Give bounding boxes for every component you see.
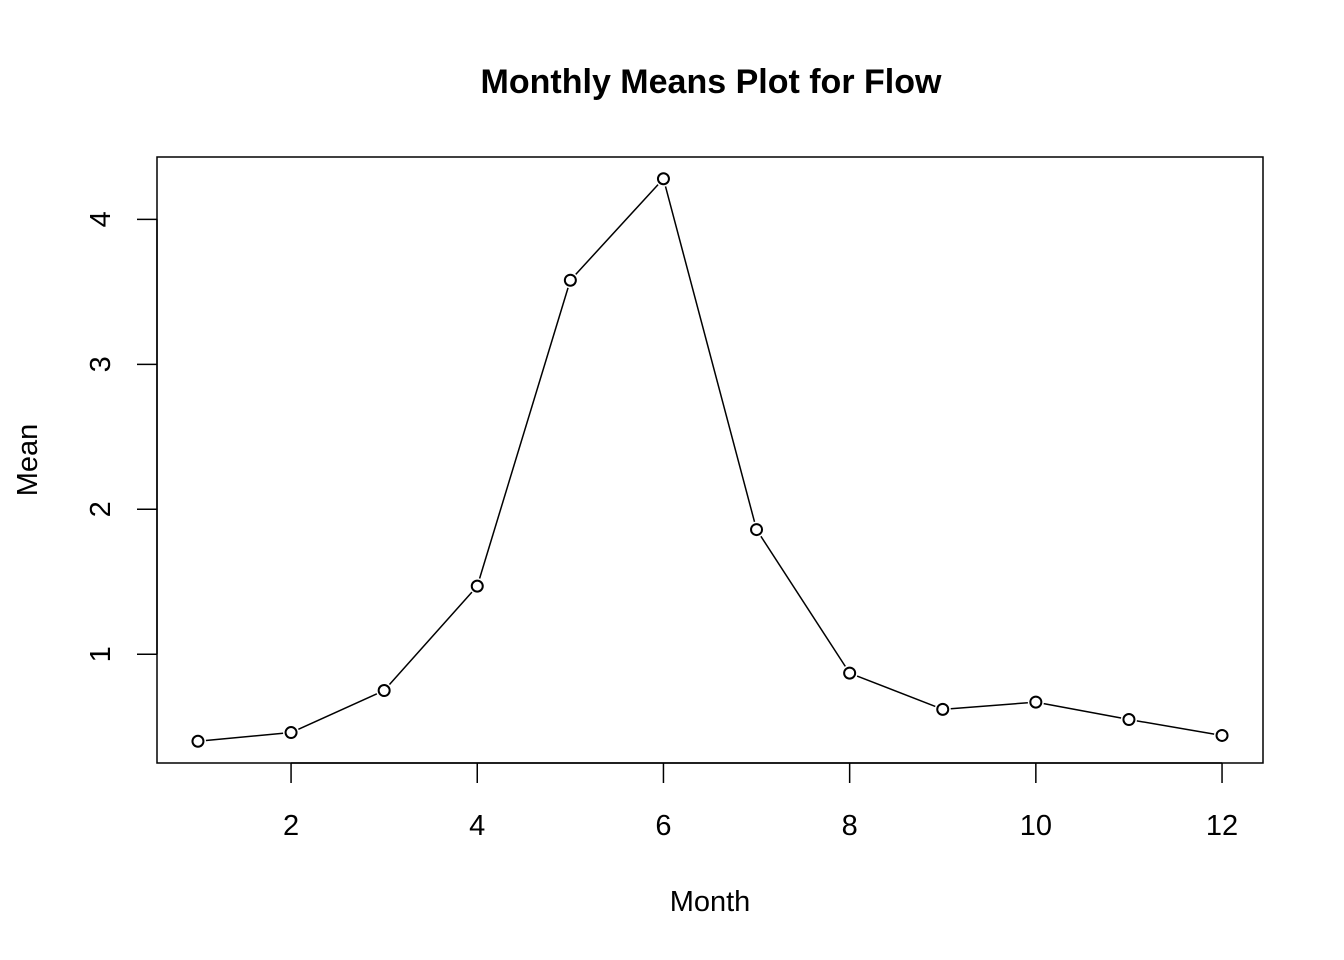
x-axis: 2 4 6 8 10 12 — [283, 762, 1238, 842]
series-line-segment — [298, 693, 378, 730]
data-point — [1029, 695, 1043, 709]
y-axis-label: Mean — [12, 424, 44, 497]
series-line-segment — [1043, 702, 1122, 719]
series-line-segment — [478, 287, 569, 579]
y-tick-label: 4 — [85, 211, 117, 227]
x-tick-label: 10 — [1020, 810, 1052, 842]
x-tick-label: 6 — [655, 810, 671, 842]
x-tick-label: 2 — [283, 810, 299, 842]
series-line-segment — [388, 591, 473, 686]
chart-title: Monthly Means Plot for Flow — [481, 63, 942, 101]
data-point — [284, 726, 298, 740]
data-point — [470, 579, 484, 593]
series-layer — [191, 172, 1229, 748]
y-axis: 1 2 3 4 — [85, 211, 158, 662]
y-tick-label: 1 — [85, 646, 117, 662]
x-axis-label: Month — [670, 886, 751, 918]
data-point — [563, 273, 577, 287]
y-tick-label: 3 — [85, 356, 117, 372]
y-tick-label: 2 — [85, 501, 117, 517]
series-line-segment — [575, 184, 659, 275]
series-line-segment — [664, 186, 756, 523]
series-line-segment — [950, 701, 1028, 710]
data-point — [936, 702, 950, 716]
x-tick-label: 8 — [842, 810, 858, 842]
series-line-segment — [856, 675, 936, 708]
data-point — [843, 666, 857, 680]
plot-frame — [156, 156, 1264, 764]
series-line-segment — [205, 732, 284, 742]
series-line-segment — [1136, 720, 1215, 735]
data-point — [656, 172, 670, 186]
data-point — [377, 684, 391, 698]
series-line-segment — [760, 535, 846, 667]
data-point — [750, 523, 764, 537]
data-point — [191, 734, 205, 748]
data-point — [1215, 728, 1229, 742]
x-tick-label: 12 — [1206, 810, 1238, 842]
data-point — [1122, 713, 1136, 727]
x-tick-label: 4 — [469, 810, 485, 842]
